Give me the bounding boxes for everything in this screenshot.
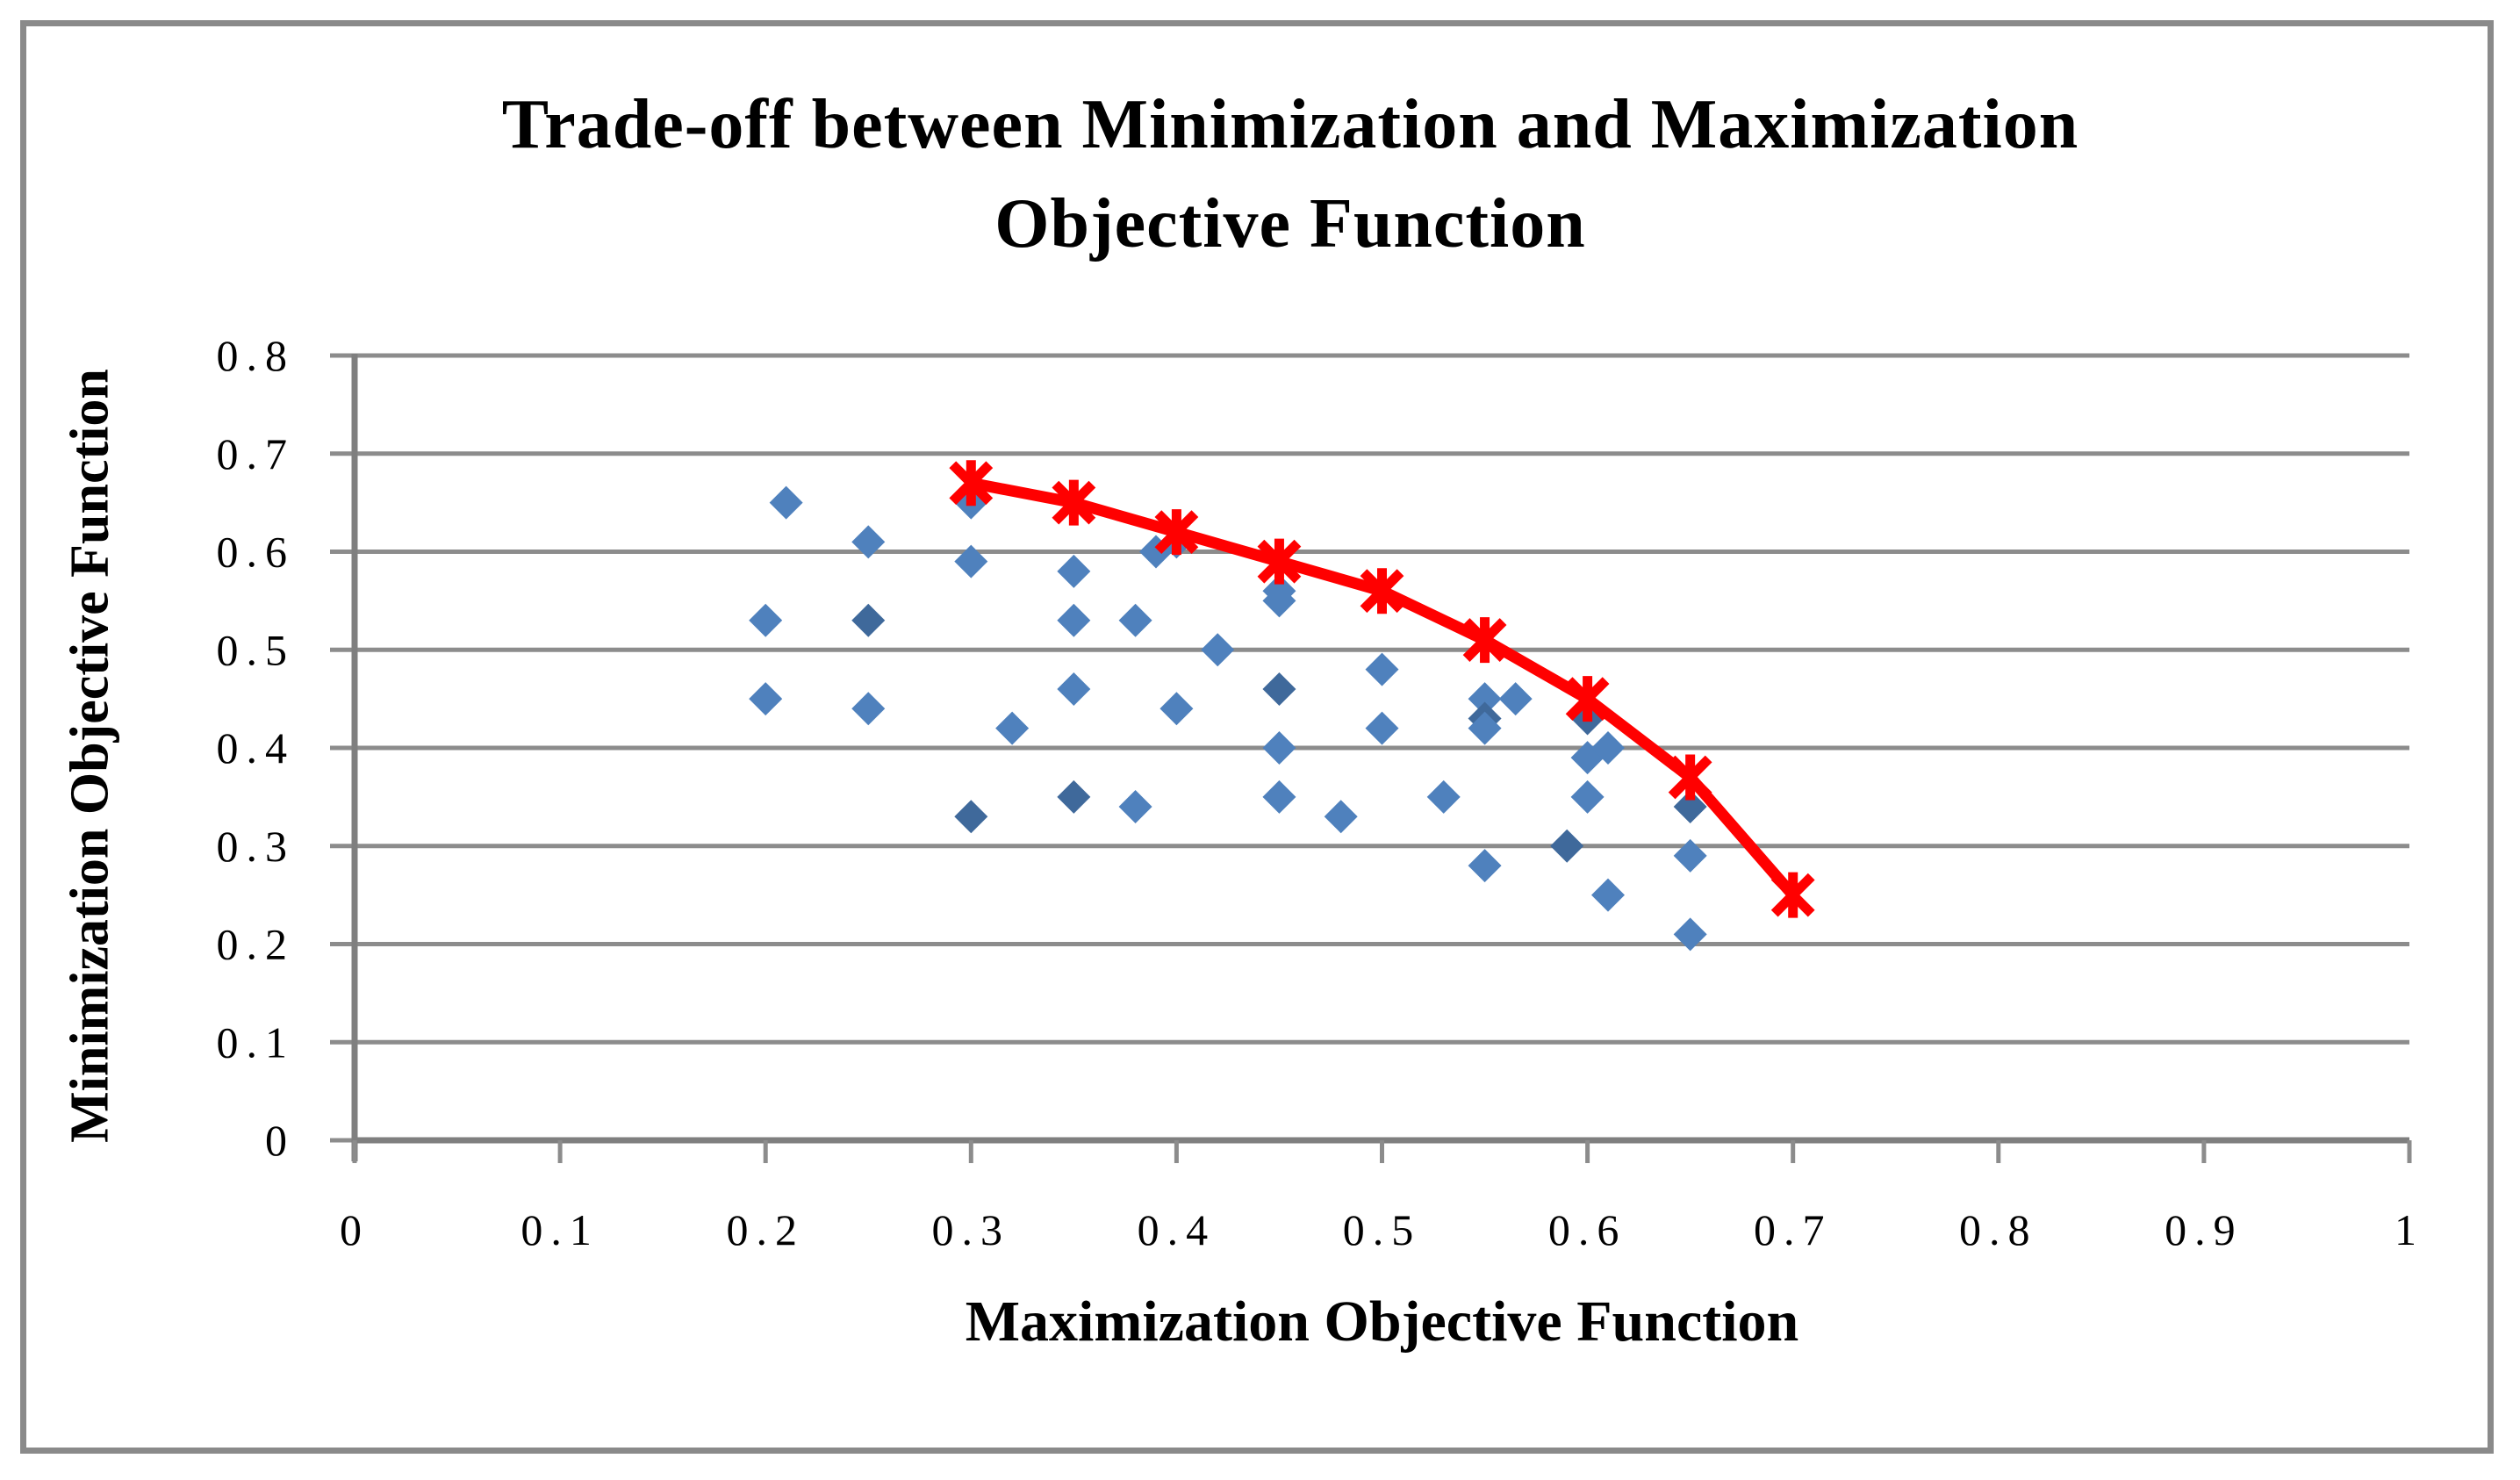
scatter-diamond-40 (1673, 790, 1707, 824)
x-tick-label-0.3: 0.3 (932, 1205, 1011, 1254)
scatter-diamond-29 (1468, 682, 1502, 716)
y-tick-label-0.8: 0.8 (217, 331, 296, 380)
pareto-frontier-line (965, 477, 1799, 902)
y-tick-label-0: 0 (265, 1116, 295, 1165)
scatter-diamond-1 (749, 682, 783, 716)
x-tick-label-0.6: 0.6 (1548, 1205, 1627, 1254)
scatter-diamond-14 (1118, 603, 1152, 637)
scatter-diamond-32 (1468, 711, 1502, 745)
x-tick-label-0.1: 0.1 (521, 1205, 599, 1254)
scatter-diamond-15 (1118, 790, 1152, 824)
scatter-diamond-18 (1159, 692, 1194, 726)
y-tick-label-0.7: 0.7 (217, 429, 296, 478)
y-tick-label-0.1: 0.1 (217, 1017, 296, 1067)
scatter-diamond-28 (1426, 780, 1461, 814)
chart-title: Trade-off between Minimization and Maxim… (351, 75, 2229, 274)
scatter-diamond-11 (1057, 603, 1091, 637)
scatter-diamond-25 (1324, 800, 1358, 834)
scatter-diamond-22 (1262, 672, 1296, 706)
scatter-diamond-42 (1673, 917, 1707, 952)
scatter-diamond-7 (954, 544, 988, 578)
y-tick-label-0.2: 0.2 (217, 920, 296, 969)
scatter-diamond-39 (1591, 878, 1626, 912)
scatter-diamond-24 (1262, 780, 1296, 814)
x-tick-label-0.2: 0.2 (726, 1205, 805, 1254)
scatter-diamond-0 (749, 603, 783, 637)
scatter-diamond-9 (995, 711, 1030, 745)
scatter-diamond-10 (1057, 554, 1091, 588)
scatter-diamond-23 (1262, 731, 1296, 765)
x-tick-label-0.8: 0.8 (1959, 1205, 2038, 1254)
scatter-diamond-4 (851, 603, 886, 637)
scatter-diamond-5 (851, 692, 886, 726)
scatter-diamond-19 (1201, 633, 1235, 667)
x-tick-label-0.7: 0.7 (1754, 1205, 1833, 1254)
chart-title-line-1: Trade-off between Minimization and Maxim… (501, 86, 2079, 163)
scatter-diamond-3 (851, 525, 886, 559)
y-tick-label-0.6: 0.6 (217, 528, 296, 577)
chart-title-line-2: Objective Function (994, 185, 1586, 262)
x-tick-label-1: 1 (2394, 1205, 2424, 1254)
y-tick-label-0.5: 0.5 (217, 625, 296, 674)
y-tick-label-0.3: 0.3 (217, 822, 296, 871)
scatter-diamond-12 (1057, 672, 1091, 706)
scatter-diamond-13 (1057, 780, 1091, 814)
scatter-diamond-26 (1365, 652, 1399, 686)
x-tick-label-0.9: 0.9 (2165, 1205, 2244, 1254)
x-tick-label-0.4: 0.4 (1138, 1205, 1217, 1254)
y-tick-label-0.4: 0.4 (217, 723, 296, 772)
scatter-diamond-2 (769, 485, 803, 520)
x-tick-label-0.5: 0.5 (1343, 1205, 1422, 1254)
scatter-diamond-34 (1550, 829, 1584, 863)
scatter-diamond-21 (1262, 584, 1296, 618)
outer-border-frame (20, 20, 2494, 1454)
scatter-diamond-8 (954, 800, 988, 834)
scatter-diamond-38 (1570, 780, 1605, 814)
scatter-diamond-30 (1498, 682, 1533, 716)
x-tick-label-0: 0 (340, 1205, 370, 1254)
scatter-diamond-41 (1673, 838, 1707, 873)
x-axis-title: Maximization Objective Function (965, 1290, 1799, 1354)
scatter-diamond-27 (1365, 711, 1399, 745)
scatter-diamond-33 (1468, 849, 1502, 883)
scatter-diamond-37 (1591, 731, 1626, 765)
